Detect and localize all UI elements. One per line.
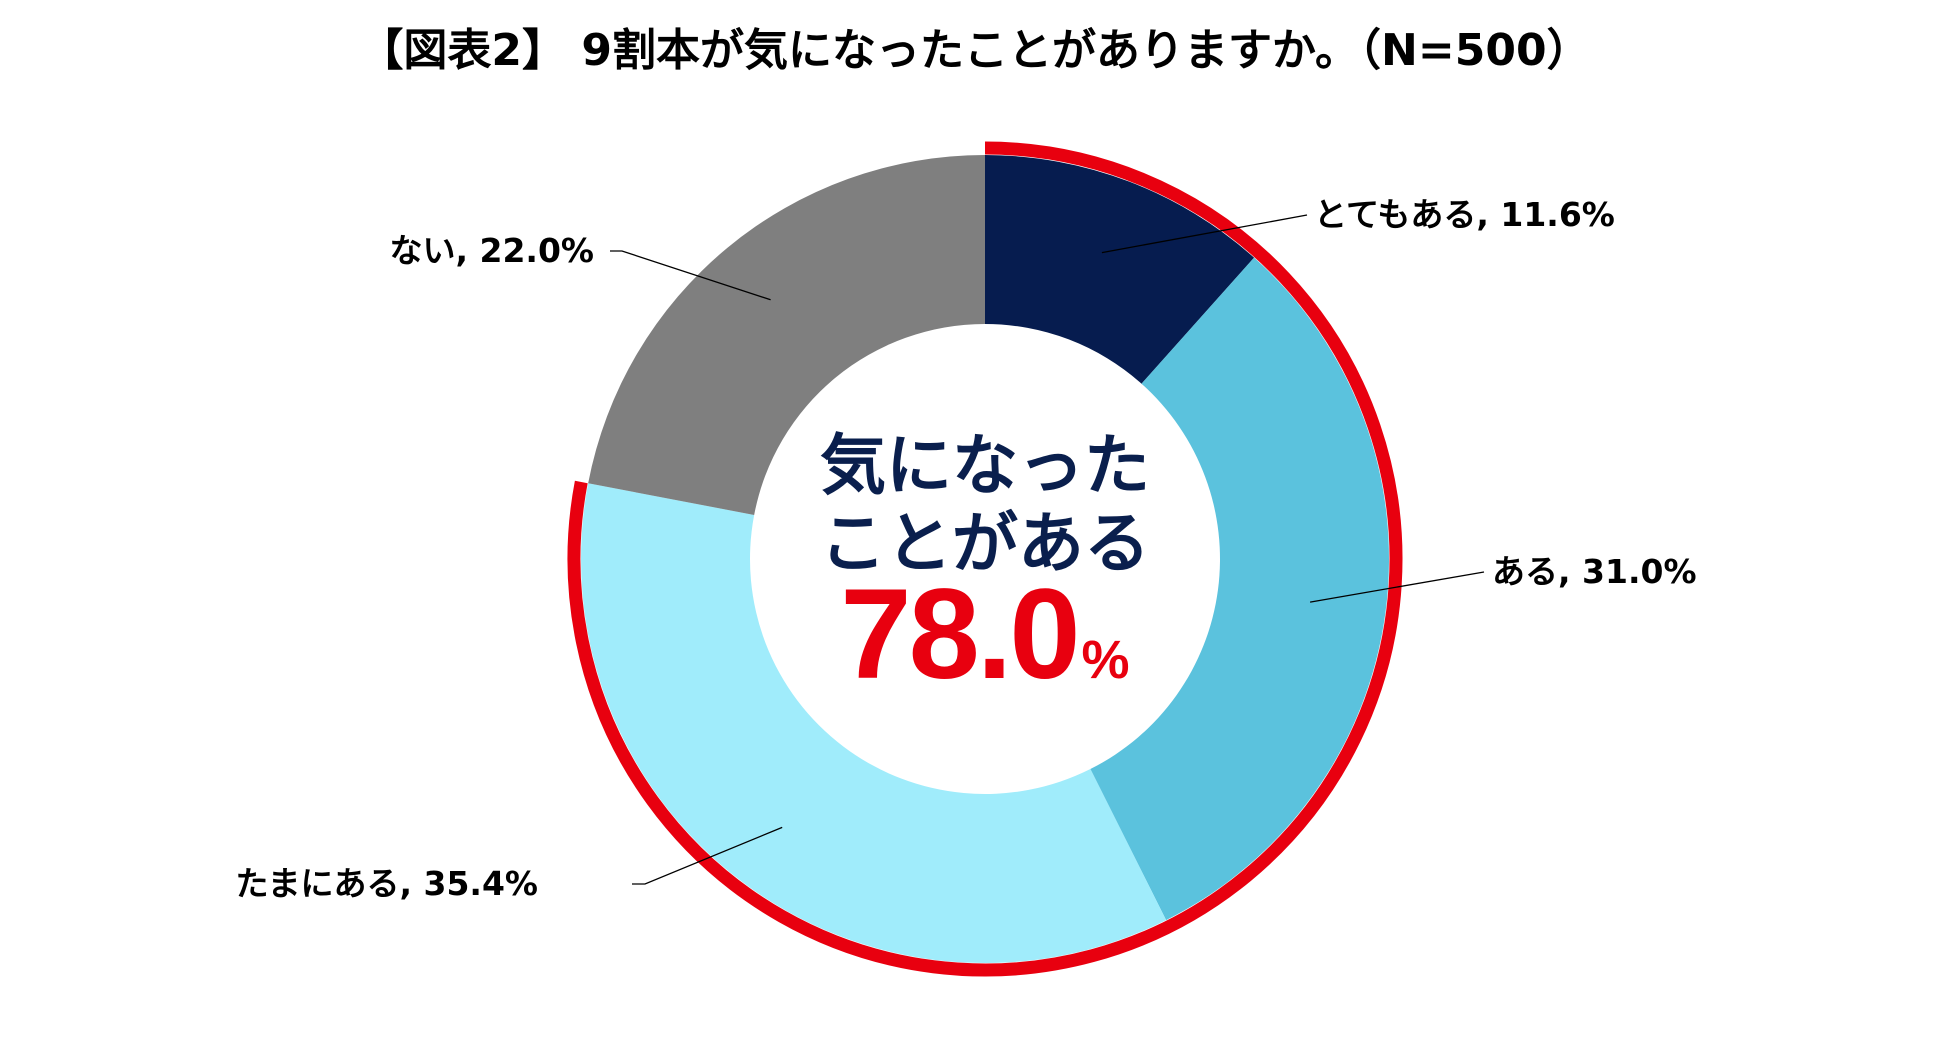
slice-label-3: たまにある, 35.4% — [235, 864, 538, 903]
slice-labels: とてもある, 11.6% ある, 31.0% たまにある, 35.4% ない, 22.… — [235, 195, 1696, 903]
leader-lines — [610, 214, 1485, 885]
donut-slices — [581, 155, 1389, 963]
highlight-value: 78.0% — [840, 563, 1129, 706]
center-text-line2: ことがある — [820, 505, 1150, 582]
leader-line-1 — [1101, 214, 1308, 254]
slice-1 — [985, 155, 1255, 384]
slice-2 — [1090, 257, 1389, 921]
slice-label-2: ある, 31.0% — [1492, 552, 1697, 591]
leader-line-2 — [1309, 571, 1485, 603]
leader-line-4 — [610, 250, 771, 301]
center-text-line1: 気になった — [820, 427, 1150, 504]
leader-line-3 — [632, 826, 783, 885]
chart-title: 【図表2】 9割本が気になったことがありますか。（N=500） — [359, 25, 1591, 76]
slice-3 — [581, 483, 1167, 963]
highlight-number: 78.0 — [840, 563, 1077, 706]
highlight-unit: % — [1082, 630, 1130, 690]
slice-4 — [588, 155, 985, 515]
slice-label-4: ない, 22.0% — [389, 231, 594, 270]
slice-label-1: とてもある, 11.6% — [1314, 195, 1615, 234]
highlight-arc — [567, 141, 1403, 977]
